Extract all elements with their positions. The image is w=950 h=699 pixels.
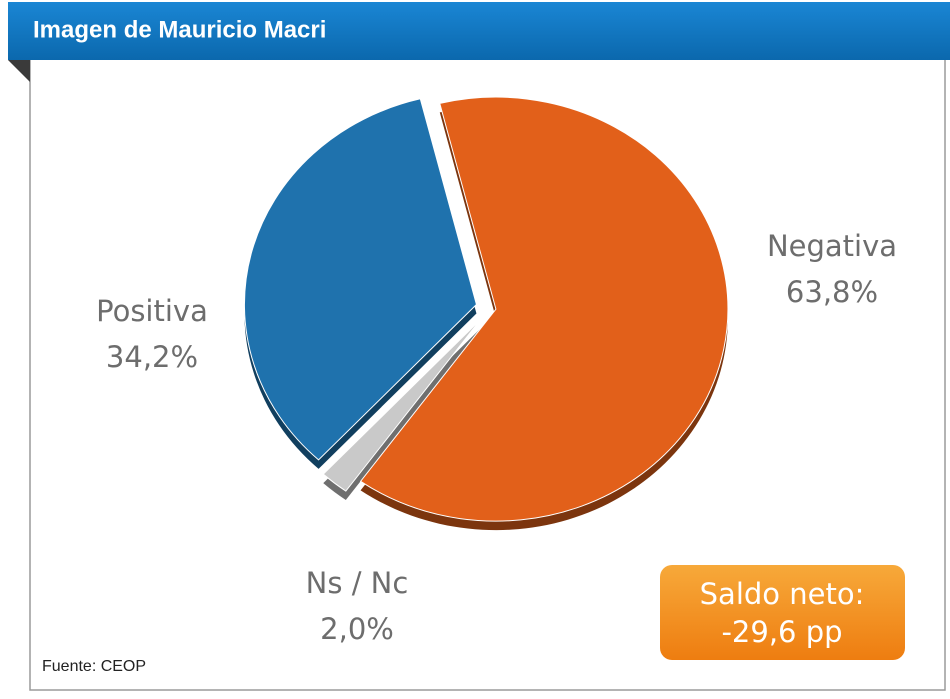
slice-label: Negativa <box>767 229 897 263</box>
slice-label: Positiva <box>96 294 208 328</box>
value-label: 2,0% <box>320 612 394 646</box>
value-label: 34,2% <box>106 340 198 374</box>
header-bar <box>8 2 950 60</box>
chart-title: Imagen de Mauricio Macri <box>33 16 326 43</box>
header-fold <box>8 60 30 82</box>
value-label: 63,8% <box>786 275 878 309</box>
annotation-box: Saldo neto: -29,6 pp <box>660 565 905 660</box>
annotation-title: Saldo neto: <box>700 577 865 611</box>
annotation-text: -29,6 pp <box>721 615 842 649</box>
source: Fuente: CEOP <box>42 658 146 675</box>
slice-label: Ns / Nc <box>306 566 409 600</box>
annotation-bg <box>660 565 905 660</box>
slice <box>359 96 729 522</box>
pie <box>243 96 729 531</box>
slice <box>243 98 478 461</box>
slice <box>322 318 482 492</box>
